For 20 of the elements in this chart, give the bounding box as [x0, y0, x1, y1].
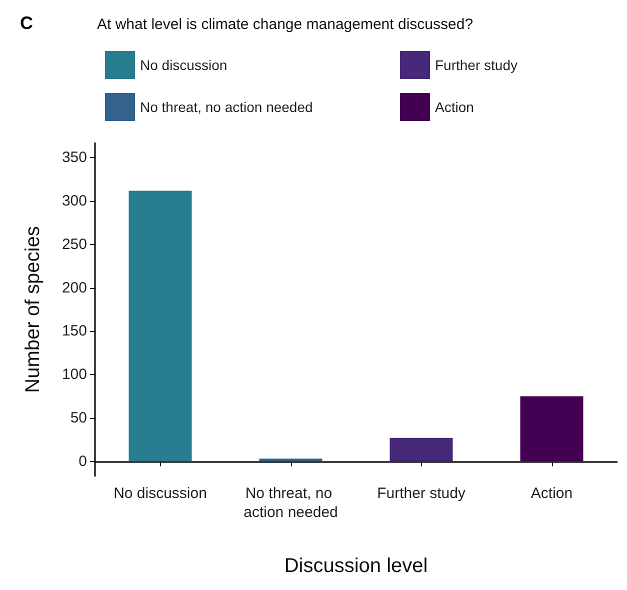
y-tick-label: 150 [62, 322, 87, 340]
x-tick-label: No threat, no action needed [244, 485, 338, 521]
legend-label: Further study [435, 57, 518, 73]
x-axis-title: Discussion level [284, 555, 428, 577]
legend-label: Action [435, 99, 474, 115]
y-tick-label: 350 [62, 149, 87, 166]
y-tick-label: 200 [62, 279, 87, 296]
legend-label: No threat, no action needed [140, 99, 313, 115]
y-tick-label: 0 [78, 452, 87, 470]
y-tick-label: 100 [62, 366, 87, 384]
x-tick-label: No discussion [114, 485, 207, 502]
y-tick-label: 50 [70, 409, 87, 426]
legend-label: No discussion [140, 57, 228, 73]
x-tick-label: Further study [377, 485, 466, 502]
y-tick-label: 300 [62, 192, 87, 210]
text: C [20, 13, 33, 33]
y-tick-label: 250 [62, 236, 87, 253]
legend-title: At what level is climate change management discussed? [97, 16, 474, 33]
x-tick-label: Action [530, 485, 573, 502]
y-axis-title: Number of species [22, 226, 44, 393]
